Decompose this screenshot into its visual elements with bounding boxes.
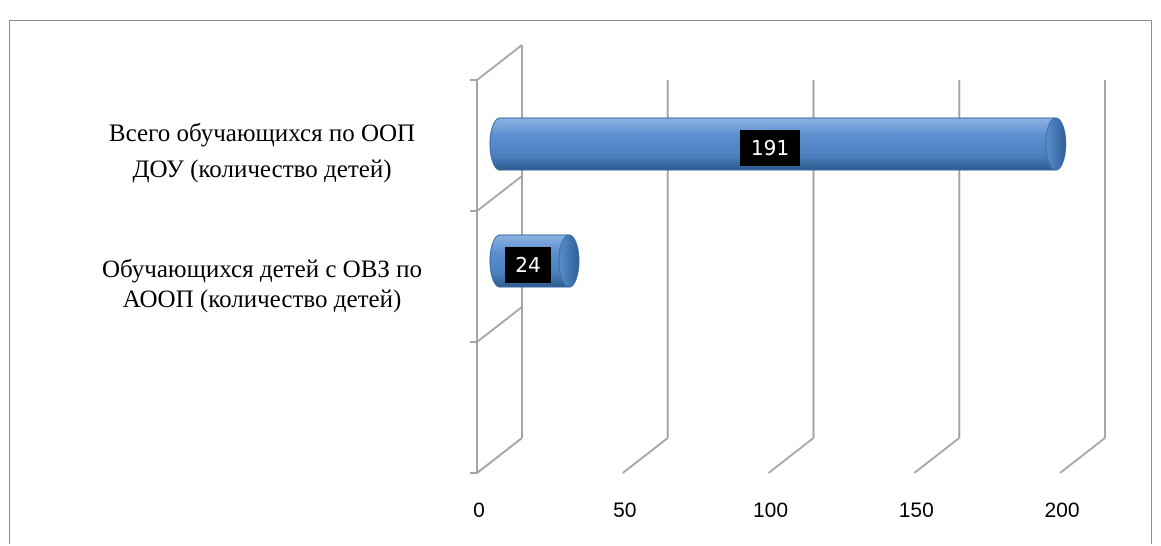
wall-line-3 — [476, 437, 523, 474]
category-label-1-line-0: Обучающихся детей с ОВЗ по — [102, 256, 422, 283]
wall-line-0 — [476, 44, 523, 81]
tick-label-50: 50 — [613, 499, 636, 522]
data-label-bg-0 — [740, 130, 800, 166]
tick-label-150: 150 — [899, 499, 934, 522]
tick-label-200: 200 — [1044, 499, 1079, 522]
category-label-0-line-0: Всего обучающихся по ООП — [109, 120, 415, 147]
floor-line-150 — [913, 437, 960, 474]
wall-line-2 — [476, 306, 523, 343]
data-label-0: 191 — [751, 136, 789, 160]
labels: 0 50 100 150 200 191 24 Всего обучающихся по ОО… — [102, 120, 1080, 522]
chart-area — [9, 20, 1152, 544]
tick-label-100: 100 — [753, 499, 788, 522]
data-label-1: 24 — [515, 253, 540, 277]
category-label-1-line-1: АООП (количество детей) — [123, 286, 402, 313]
floor-line-100 — [767, 437, 815, 474]
tick-label-0: 0 — [473, 499, 485, 522]
floor-line-50 — [622, 437, 669, 474]
floor-line-200 — [1059, 437, 1106, 474]
category-label-0-line-1: ДОУ (количество детей) — [132, 156, 391, 183]
wall-line-1 — [476, 175, 523, 212]
bar-cap-0 — [1045, 117, 1067, 171]
data-label-bg-1 — [505, 247, 551, 283]
bar-cap-1 — [558, 234, 580, 288]
